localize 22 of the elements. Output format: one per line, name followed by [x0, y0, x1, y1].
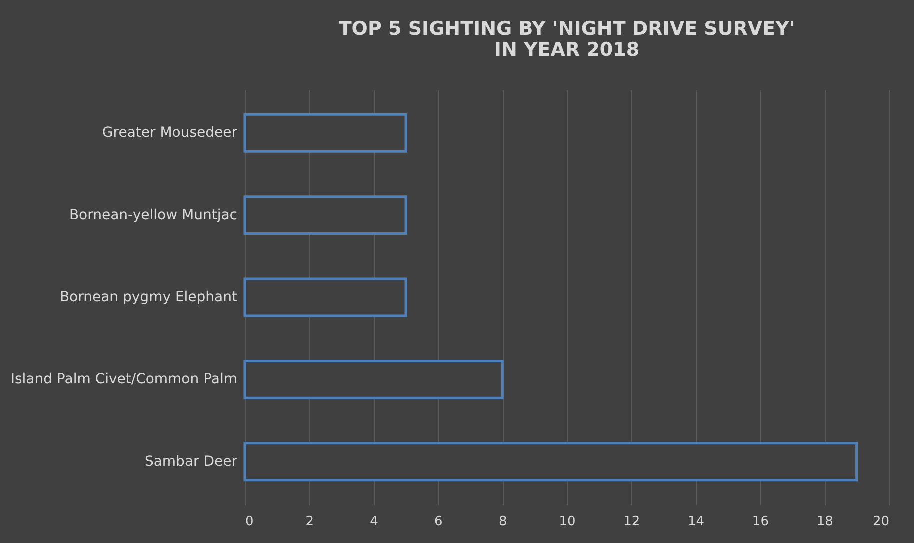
x-tick-label: 18: [816, 514, 834, 530]
x-tick-label: 10: [559, 514, 576, 530]
y-tick-label: Bornean-yellow Muntjac: [69, 207, 238, 224]
x-tick-label: 20: [872, 514, 890, 530]
x-tick-label: 8: [498, 514, 508, 530]
bar: [244, 360, 504, 400]
x-tick-label: 6: [434, 514, 443, 530]
bar: [244, 278, 408, 318]
chart-title: TOP 5 SIGHTING BY 'NIGHT DRIVE SURVEY' IN YEAR 2018: [338, 18, 796, 61]
x-tick-label: 0: [246, 514, 254, 530]
x-tick-label: 2: [306, 514, 314, 530]
y-tick-label: Bornean pygmy Elephant: [60, 290, 238, 306]
bar: [244, 442, 858, 482]
bar: [244, 196, 408, 236]
x-tick-label: 14: [688, 514, 705, 530]
y-tick-label: Sambar Deer: [144, 454, 238, 470]
y-tick-label: Greater Mousedeer: [102, 125, 238, 142]
y-tick-label: Island Palm Civet/Common Palm: [10, 372, 238, 388]
x-tick-label: 16: [752, 514, 769, 530]
x-tick-label: 12: [624, 514, 640, 530]
x-tick-label: 4: [370, 514, 378, 530]
bar: [244, 113, 408, 153]
